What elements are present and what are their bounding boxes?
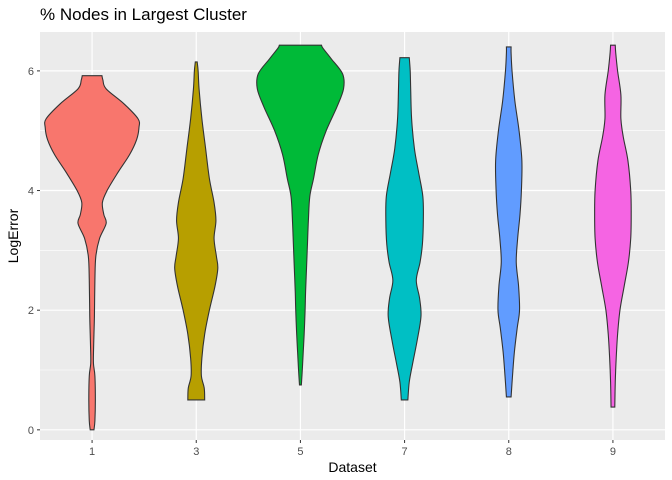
- violin-dataset-1: [44, 75, 141, 431]
- x-tick-label: 1: [89, 446, 95, 458]
- violin-dataset-5: [256, 44, 345, 386]
- x-tick-label: 3: [193, 446, 199, 458]
- minor-gridlines: [40, 130, 665, 371]
- x-tick-label: 5: [297, 446, 303, 458]
- y-tick-label: 4: [28, 186, 34, 198]
- violin-dataset-8: [494, 46, 523, 398]
- plot-panel: [40, 32, 665, 440]
- violins: [44, 44, 632, 431]
- x-tick-label: 8: [506, 446, 512, 458]
- x-tick-label: 9: [610, 446, 616, 458]
- y-tick-labels: 0 2 4 6: [28, 66, 34, 437]
- violin-dataset-9: [594, 44, 632, 408]
- y-axis-title: LogError: [5, 208, 21, 263]
- y-tick-label: 2: [28, 305, 34, 317]
- chart-title: % Nodes in Largest Cluster: [40, 5, 247, 24]
- y-tick-label: 0: [28, 425, 34, 437]
- violin-dataset-7: [385, 57, 424, 401]
- axis-ticks: [37, 70, 614, 443]
- x-tick-label: 7: [402, 446, 408, 458]
- x-axis-title: Dataset: [328, 459, 376, 475]
- y-tick-label: 6: [28, 66, 34, 78]
- x-tick-labels: 1 3 5 7 8 9: [89, 446, 616, 458]
- violin-dataset-3: [174, 61, 219, 401]
